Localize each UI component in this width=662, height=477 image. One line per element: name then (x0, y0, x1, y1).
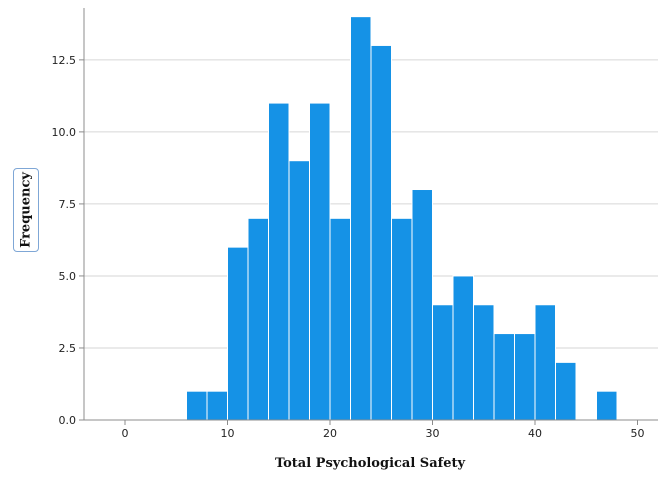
histogram-bar (227, 246, 249, 421)
axes (79, 8, 658, 425)
y-tick-label: 12.5 (52, 54, 77, 67)
histogram-bar (596, 390, 618, 421)
histogram-bar (370, 44, 392, 421)
histogram-bar (247, 217, 269, 421)
x-tick-label: 0 (122, 427, 129, 440)
y-axis-title-box: Frequency (13, 168, 39, 252)
y-tick-label: 10.0 (52, 126, 77, 139)
histogram-bar (268, 102, 290, 421)
histogram-bar (473, 304, 495, 421)
y-tick-labels: 0.0 2.5 5.0 7.5 10.0 12.5 (52, 54, 77, 427)
histogram-bar (329, 217, 351, 421)
histogram-bar (288, 160, 310, 421)
histogram-bars (186, 16, 618, 421)
histogram-bar (309, 102, 331, 421)
x-tick-label: 40 (528, 427, 542, 440)
x-tick-labels: 0 10 20 30 40 50 (122, 427, 645, 440)
histogram-bar (493, 333, 515, 421)
y-tick-label: 0.0 (59, 414, 77, 427)
y-tick-label: 2.5 (59, 342, 77, 355)
histogram-bar (350, 16, 372, 421)
histogram-bar (432, 304, 454, 421)
x-tick-label: 30 (426, 427, 440, 440)
histogram-bar (514, 333, 536, 421)
histogram-bar (186, 390, 208, 421)
histogram-bar (452, 275, 474, 421)
y-axis-title: Frequency (18, 172, 34, 248)
histogram-bar (391, 217, 413, 421)
histogram-bar (555, 361, 577, 421)
x-axis-title: Total Psychological Safety (275, 456, 466, 471)
histogram-bar (411, 189, 433, 421)
histogram-bar (534, 304, 556, 421)
x-tick-label: 50 (631, 427, 645, 440)
x-tick-label: 20 (323, 427, 337, 440)
y-tick-label: 5.0 (59, 270, 77, 283)
x-tick-label: 10 (221, 427, 235, 440)
histogram-bar (206, 390, 228, 421)
y-tick-label: 7.5 (59, 198, 77, 211)
